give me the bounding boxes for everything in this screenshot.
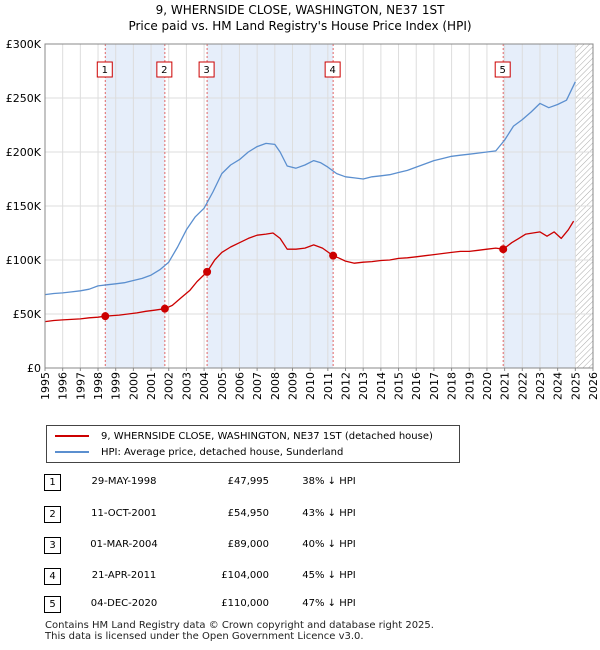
y-tick-label: £0 — [27, 362, 41, 375]
transaction-price: £89,000 — [227, 539, 269, 550]
transaction-price: £47,995 — [227, 476, 269, 487]
transaction-row: 5 04-DEC-2020 £110,000 47% ↓ HPI — [44, 596, 374, 616]
x-tick-label: 2023 — [534, 372, 547, 400]
x-tick-label: 2010 — [304, 372, 317, 400]
x-tick-label: 2001 — [145, 372, 158, 400]
legend-item-hpi: HPI: Average price, detached house, Sund… — [55, 444, 343, 460]
transaction-date: 29-MAY-1998 — [91, 476, 157, 487]
transaction-row: 4 21-APR-2011 £104,000 45% ↓ HPI — [44, 568, 374, 588]
transaction-label-box — [156, 61, 173, 78]
footer: Contains HM Land Registry data © Crown c… — [45, 620, 434, 642]
chart-title: 9, WHERNSIDE CLOSE, WASHINGTON, NE37 1ST — [155, 3, 445, 17]
transaction-label: 3 — [203, 65, 209, 76]
chart-legend: 9, WHERNSIDE CLOSE, WASHINGTON, NE37 1ST… — [46, 425, 460, 463]
x-tick-label: 2018 — [446, 372, 459, 400]
transaction-row: 3 01-MAR-2004 £89,000 40% ↓ HPI — [44, 537, 374, 557]
transaction-label: 5 — [500, 65, 506, 76]
transaction-label: 1 — [102, 65, 108, 76]
transaction-price: £104,000 — [221, 570, 269, 581]
x-tick-label: 2004 — [198, 372, 211, 400]
x-tick-label: 2009 — [286, 372, 299, 400]
x-tick-label: 2006 — [233, 372, 246, 400]
x-tick-label: 2019 — [463, 372, 476, 400]
transaction-hpi-diff: 45% ↓ HPI — [302, 570, 356, 581]
transaction-row: 2 11-OCT-2001 £54,950 43% ↓ HPI — [44, 506, 374, 526]
x-tick-label: 2020 — [481, 372, 494, 400]
transaction-label-box — [96, 61, 113, 78]
transaction-date: 11-OCT-2001 — [91, 508, 157, 519]
transaction-marker — [203, 267, 212, 276]
transaction-marker — [329, 251, 338, 260]
x-tick-label: 1999 — [110, 372, 123, 400]
x-tick-label: 2013 — [357, 372, 370, 400]
price-chart: £0 £50K £100K £150K £200K £250K £300K 1995 1996 1… — [6, 38, 600, 400]
footer-copyright: Contains HM Land Registry data © Crown c… — [45, 620, 434, 631]
legend-item-property: 9, WHERNSIDE CLOSE, WASHINGTON, NE37 1ST… — [55, 428, 433, 444]
legend-swatch-property — [55, 435, 89, 437]
transaction-number: 5 — [44, 596, 61, 613]
transaction-price: £110,000 — [221, 598, 269, 609]
transaction-marker — [160, 304, 169, 313]
x-tick-label: 2022 — [516, 372, 529, 400]
y-tick-label: £300K — [6, 38, 42, 51]
transaction-label-box — [494, 61, 511, 78]
footer-license: This data is licensed under the Open Gov… — [45, 631, 364, 642]
x-tick-label: 2007 — [251, 372, 264, 400]
x-tick-label: 2002 — [163, 372, 176, 400]
y-tick-label: £200K — [6, 146, 42, 159]
x-tick-label: 2026 — [587, 372, 600, 400]
transaction-marker — [101, 312, 110, 321]
plot-frame — [44, 43, 594, 369]
y-tick-label: £50K — [13, 308, 42, 321]
transaction-number: 3 — [44, 537, 61, 554]
x-tick-label: 2017 — [428, 372, 441, 400]
x-tick-label: 2011 — [322, 372, 335, 400]
transaction-label: 2 — [161, 65, 167, 76]
legend-swatch-hpi — [55, 451, 89, 453]
transaction-price: £54,950 — [227, 508, 269, 519]
x-tick-label: 2014 — [375, 372, 388, 400]
x-tick-label: 1995 — [39, 372, 52, 400]
x-tick-label: 2005 — [216, 372, 229, 400]
chart-subtitle: Price paid vs. HM Land Registry's House … — [128, 19, 472, 33]
transaction-hpi-diff: 38% ↓ HPI — [302, 476, 356, 487]
property-price-line — [44, 220, 575, 323]
transaction-hpi-diff: 47% ↓ HPI — [302, 598, 356, 609]
x-tick-label: 2015 — [393, 372, 406, 400]
x-tick-label: 1998 — [92, 372, 105, 400]
y-tick-label: £250K — [6, 92, 42, 105]
x-tick-label: 2025 — [569, 372, 582, 400]
y-tick-label: £150K — [6, 200, 42, 213]
x-tick-label: 1996 — [57, 372, 70, 400]
x-tick-label: 2024 — [552, 372, 565, 400]
transaction-number: 4 — [44, 568, 61, 585]
transaction-date: 01-MAR-2004 — [90, 539, 158, 550]
hpi-line — [44, 81, 576, 296]
transaction-hpi-diff: 43% ↓ HPI — [302, 508, 356, 519]
transaction-row: 1 29-MAY-1998 £47,995 38% ↓ HPI — [44, 474, 374, 494]
x-tick-label: 2000 — [127, 372, 140, 400]
x-tick-label: 2003 — [180, 372, 193, 400]
transaction-number: 1 — [44, 474, 61, 491]
x-tick-label: 2008 — [269, 372, 282, 400]
transaction-date: 04-DEC-2020 — [90, 598, 158, 609]
transaction-hpi-diff: 40% ↓ HPI — [302, 539, 356, 550]
x-tick-label: 2012 — [340, 372, 353, 400]
transaction-label-box — [324, 61, 341, 78]
legend-label-property: 9, WHERNSIDE CLOSE, WASHINGTON, NE37 1ST… — [101, 430, 433, 442]
x-tick-label: 2016 — [410, 372, 423, 400]
x-tick-label: 2021 — [499, 372, 512, 400]
transaction-date: 21-APR-2011 — [91, 570, 157, 581]
legend-label-hpi: HPI: Average price, detached house, Sund… — [101, 446, 344, 458]
transaction-label: 4 — [329, 65, 335, 76]
transaction-label-box — [198, 61, 215, 78]
transaction-number: 2 — [44, 506, 61, 523]
transaction-marker — [499, 245, 508, 254]
x-tick-label: 1997 — [74, 372, 87, 400]
y-tick-label: £100K — [6, 254, 42, 267]
